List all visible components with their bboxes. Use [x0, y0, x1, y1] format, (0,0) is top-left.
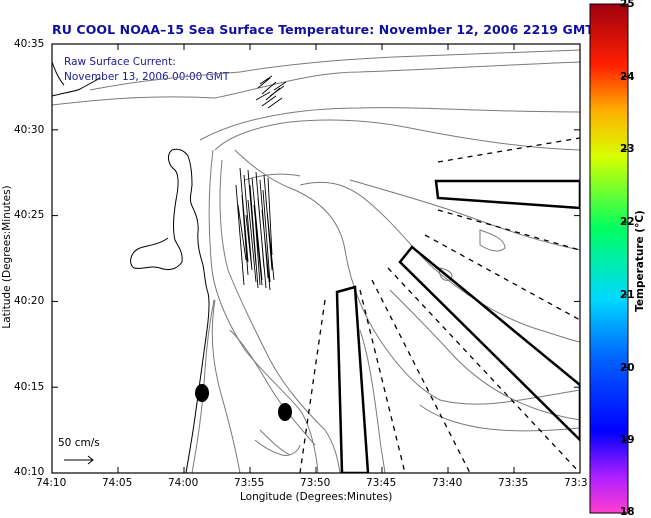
x-tick-label: 73:50	[300, 477, 331, 489]
x-tick-label: 73:45	[366, 477, 397, 489]
x-tick-label: 74:05	[102, 477, 133, 489]
coastline-east	[171, 148, 210, 473]
current-note-line2: November 13, 2006 00:00 GMT	[64, 71, 230, 83]
y-axis-title: Latitude (Degrees:Minutes)	[1, 185, 13, 329]
x-tick-label: 74:10	[36, 477, 67, 489]
x-tick-label: 73:35	[498, 477, 529, 489]
map-content	[52, 49, 580, 473]
colorbar-tick-label: 23	[620, 143, 635, 155]
y-tick-label: 40:20	[14, 295, 45, 307]
y-tick-label: 40:25	[14, 209, 45, 221]
x-axis-title: Longitude (Degrees:Minutes)	[240, 491, 393, 503]
coastline-north	[52, 61, 101, 97]
y-tick-label: 40:35	[14, 38, 45, 50]
sector-polygons	[335, 179, 580, 473]
dashed-sector-lines	[299, 137, 580, 473]
colorbar-title: Temperature (°C)	[634, 210, 646, 312]
colorbar-tick-label: 20	[620, 362, 635, 374]
x-tick-label: 73:55	[234, 477, 265, 489]
bathymetry-contours	[52, 49, 580, 473]
colorbar-tick-label: 25	[620, 0, 635, 10]
current-note-line1: Raw Surface Current:	[64, 56, 176, 68]
station-marker-west	[195, 384, 209, 402]
station-marker-east	[278, 403, 292, 421]
scale-vector	[64, 455, 94, 465]
scale-vector-label: 50 cm/s	[58, 437, 100, 449]
colorbar-tick-label: 22	[620, 216, 635, 228]
x-tick-label: 74:00	[168, 477, 199, 489]
colorbar-tick-label: 18	[620, 506, 635, 518]
map-title: RU COOL NOAA–15 Sea Surface Temperature:…	[52, 22, 595, 37]
surface-current-vectors	[235, 75, 287, 291]
x-tick-label: 73:3	[564, 477, 588, 489]
colorbar-ticks	[622, 3, 628, 514]
inlet-coastline	[130, 149, 183, 271]
y-tick-label: 40:30	[14, 124, 45, 136]
y-tick-label: 40:15	[14, 381, 45, 393]
x-tick-label: 73:40	[432, 477, 463, 489]
colorbar	[589, 3, 629, 514]
colorbar-tick-label: 19	[620, 434, 635, 446]
colorbar-tick-label: 21	[620, 289, 635, 301]
y-tick-label: 40:10	[14, 466, 45, 478]
colorbar-tick-label: 24	[620, 71, 635, 83]
axis-ticks	[51, 43, 581, 474]
